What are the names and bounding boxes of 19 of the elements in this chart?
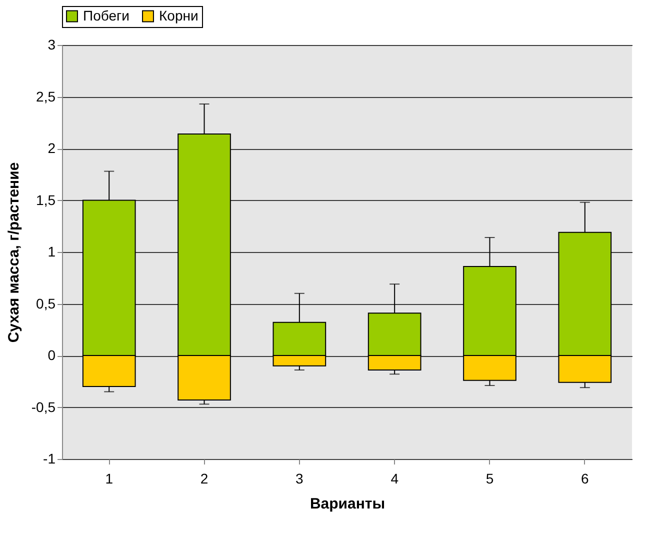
x-axis-title: Варианты xyxy=(310,496,386,512)
y-tick-label: 2 xyxy=(48,140,56,156)
y-tick-label: 0,5 xyxy=(36,295,56,312)
y-tick-label: 3 xyxy=(48,36,56,52)
x-tick-label: 1 xyxy=(105,470,114,486)
x-tick-label: 6 xyxy=(581,470,589,486)
y-axis-title: Сухая масса, г/растение xyxy=(5,162,22,343)
y-tick-label: 0 xyxy=(48,347,56,363)
y-tick-label: -1 xyxy=(43,450,56,466)
legend-label: Корни xyxy=(159,7,198,24)
x-tick-label: 3 xyxy=(296,470,304,486)
y-tick-label: 1 xyxy=(48,244,56,260)
y-tick-label: -0,5 xyxy=(31,398,56,415)
legend-label: Побеги xyxy=(83,7,130,24)
x-tick-label: 4 xyxy=(390,470,399,486)
x-tick-label: 2 xyxy=(200,470,208,486)
y-tick-label: 1,5 xyxy=(36,192,56,208)
y-tick-label: 2,5 xyxy=(36,88,56,104)
x-tick-label: 5 xyxy=(486,470,494,486)
